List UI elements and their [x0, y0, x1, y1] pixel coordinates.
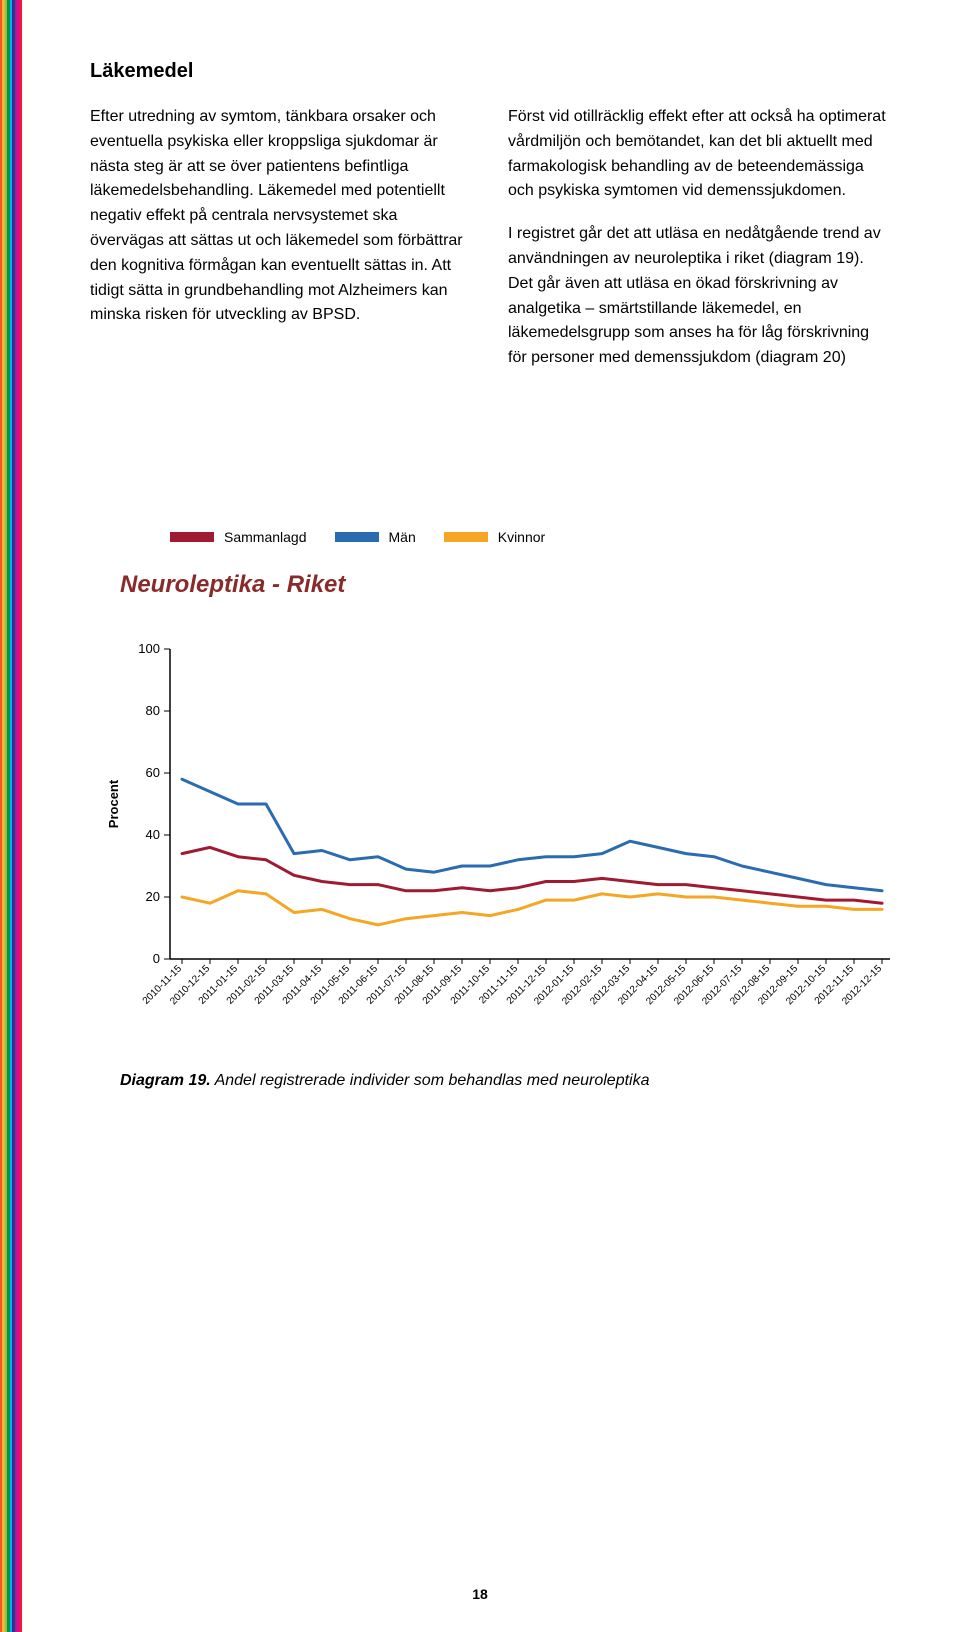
chart-title: Neuroleptika - Riket	[90, 571, 890, 599]
svg-text:0: 0	[153, 951, 160, 966]
left-paragraph: Efter utredning av symtom, tänkbara orsa…	[90, 105, 472, 328]
line-chart: 020406080100Procent2010-11-152010-12-152…	[100, 639, 900, 1049]
chart-legend: Sammanlagd Män Kvinnor	[90, 529, 890, 545]
caption-label: Diagram 19.	[120, 1072, 211, 1089]
legend-label: Sammanlagd	[224, 529, 307, 545]
chart-container: 020406080100Procent2010-11-152010-12-152…	[90, 639, 890, 1054]
legend-label: Kvinnor	[498, 529, 545, 545]
svg-text:60: 60	[146, 765, 160, 780]
section-heading: Läkemedel	[90, 60, 890, 83]
right-paragraph-1: Först vid otillräcklig effekt efter att …	[508, 105, 890, 204]
svg-text:80: 80	[146, 703, 160, 718]
left-column: Efter utredning av symtom, tänkbara orsa…	[90, 105, 472, 389]
legend-label: Män	[389, 529, 416, 545]
svg-text:Procent: Procent	[106, 779, 121, 828]
svg-text:40: 40	[146, 827, 160, 842]
legend-swatch	[170, 532, 214, 542]
right-paragraph-2: I registret går det att utläsa en nedåtg…	[508, 222, 890, 371]
svg-text:20: 20	[146, 889, 160, 904]
caption-text: Andel registrerade individer som behandl…	[211, 1072, 650, 1089]
page-number: 18	[0, 1586, 960, 1602]
right-column: Först vid otillräcklig effekt efter att …	[508, 105, 890, 389]
svg-text:100: 100	[138, 641, 160, 656]
text-columns: Efter utredning av symtom, tänkbara orsa…	[90, 105, 890, 389]
rainbow-stripe	[0, 0, 22, 1632]
legend-swatch	[444, 532, 488, 542]
chart-caption: Diagram 19. Andel registrerade individer…	[90, 1072, 890, 1090]
legend-swatch	[335, 532, 379, 542]
